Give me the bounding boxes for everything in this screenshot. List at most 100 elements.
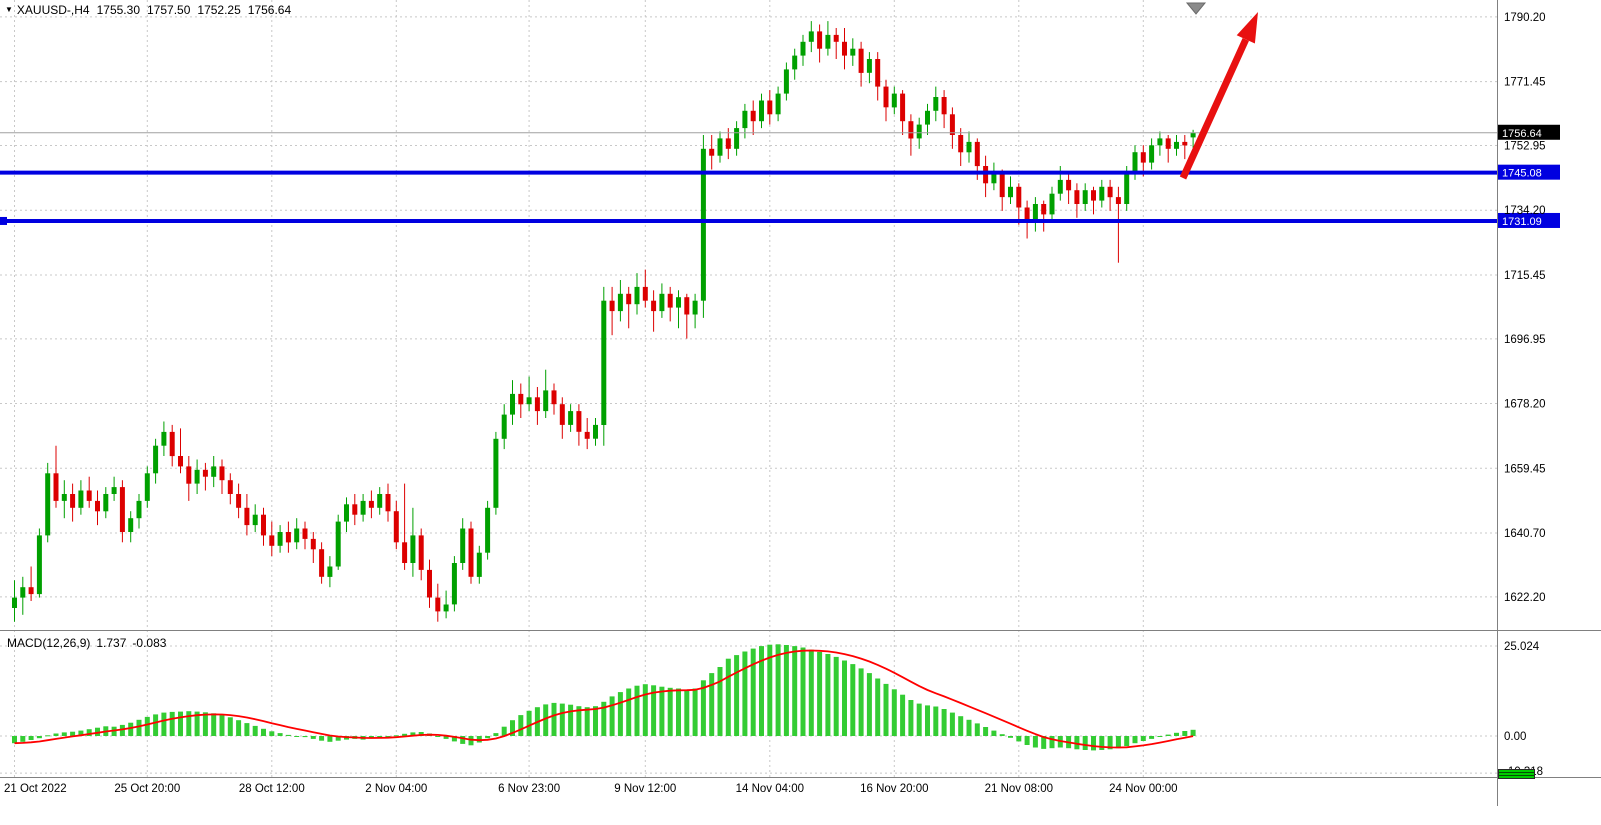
candle-body bbox=[958, 135, 964, 153]
macd-histogram-bar bbox=[1149, 736, 1155, 739]
macd-histogram-bar bbox=[153, 714, 159, 736]
macd-histogram-bar bbox=[1074, 736, 1080, 750]
candle-body bbox=[775, 93, 781, 115]
candle-body bbox=[360, 500, 366, 515]
macd-signal-line bbox=[14, 649, 1194, 749]
candle-body bbox=[310, 538, 316, 550]
macd-histogram-bar bbox=[1107, 736, 1113, 750]
symbol-header: ▼ XAUUSD-,H4 1755.30 1757.50 1752.25 1756.64 bbox=[5, 3, 291, 17]
candle-body bbox=[368, 500, 374, 508]
macd-histogram-bar bbox=[1190, 729, 1196, 736]
candle-body bbox=[435, 597, 441, 612]
indicator-resize-handle[interactable] bbox=[1498, 769, 1535, 779]
macd-histogram-bar bbox=[476, 736, 482, 743]
macd-histogram-bar bbox=[593, 706, 598, 736]
macd-histogram-bar bbox=[576, 706, 582, 736]
macd-histogram-bar bbox=[1008, 736, 1013, 738]
macd-histogram-bar bbox=[692, 688, 698, 736]
macd-histogram-bar bbox=[460, 736, 466, 744]
candle-body bbox=[875, 59, 881, 87]
macd-histogram-bar bbox=[285, 734, 291, 736]
macd-histogram-bar bbox=[144, 716, 150, 736]
macd-histogram-bar bbox=[186, 711, 192, 736]
candle-body bbox=[534, 397, 540, 412]
candle-body bbox=[676, 297, 681, 308]
macd-histogram-bar bbox=[319, 736, 325, 741]
macd-histogram-bar bbox=[128, 722, 134, 736]
level-drag-handle[interactable] bbox=[0, 216, 7, 225]
anchor-marker-icon[interactable] bbox=[1185, 2, 1207, 15]
macd-histogram-bar bbox=[252, 725, 258, 736]
macd-histogram-bar bbox=[227, 717, 233, 736]
candle-body bbox=[576, 411, 582, 432]
candle-body bbox=[211, 466, 217, 477]
candle-body bbox=[1066, 179, 1072, 191]
candle-body bbox=[850, 48, 856, 56]
macd-histogram-bar bbox=[194, 711, 200, 737]
macd-histogram-bar bbox=[974, 723, 980, 736]
macd-histogram-bar bbox=[750, 648, 756, 736]
collapse-icon[interactable]: ▼ bbox=[5, 5, 13, 14]
candle-body bbox=[427, 569, 432, 598]
macd-histogram-bar bbox=[1124, 736, 1130, 747]
macd-histogram-bar bbox=[1182, 731, 1188, 736]
macd-histogram-bar bbox=[1049, 736, 1055, 749]
macd-histogram-bar bbox=[219, 715, 225, 736]
candle-body bbox=[900, 93, 906, 122]
macd-histogram-bar bbox=[277, 733, 283, 736]
candle-body bbox=[485, 507, 491, 553]
macd-histogram-bar bbox=[941, 709, 947, 736]
candle-body bbox=[178, 456, 183, 467]
ohlc-close: 1756.64 bbox=[247, 3, 292, 17]
candle-body bbox=[759, 100, 764, 122]
candle-body bbox=[817, 31, 823, 49]
price-axis-label: 1696.95 bbox=[1504, 334, 1546, 346]
candle-body bbox=[244, 507, 250, 526]
macd-histogram-bar bbox=[78, 730, 84, 736]
candle-body bbox=[1082, 190, 1088, 204]
candle-body bbox=[991, 172, 997, 184]
current-price-tag bbox=[1498, 124, 1560, 140]
candle-body bbox=[202, 469, 208, 477]
macd-histogram-bar bbox=[1165, 734, 1171, 736]
price-axis-label: 1640.70 bbox=[1504, 528, 1546, 540]
macd-histogram-bar bbox=[302, 736, 308, 738]
candle-body bbox=[302, 528, 308, 539]
candle-body bbox=[1165, 138, 1171, 149]
candle-body bbox=[45, 473, 51, 536]
candle-body bbox=[327, 566, 333, 577]
macd-histogram-bar bbox=[12, 736, 17, 744]
candle-body bbox=[1091, 190, 1096, 201]
candle-body bbox=[543, 390, 549, 412]
candle-body bbox=[551, 390, 557, 405]
macd-histogram-bar bbox=[717, 667, 723, 736]
candle-body bbox=[593, 424, 598, 439]
macd-histogram-bar bbox=[759, 646, 764, 736]
macd-histogram-bar bbox=[709, 673, 715, 736]
macd-histogram-bar bbox=[136, 719, 142, 736]
trend-arrow-shaft[interactable] bbox=[1179, 37, 1249, 180]
candle-body bbox=[709, 148, 715, 156]
level-price-tag-label: 1745.08 bbox=[1502, 168, 1542, 180]
macd-histogram-bar bbox=[485, 736, 491, 739]
macd-histogram-bar bbox=[1041, 736, 1047, 749]
macd-histogram-bar bbox=[991, 730, 997, 736]
candle-body bbox=[352, 504, 358, 515]
macd-histogram-bar bbox=[966, 719, 972, 736]
candle-body bbox=[1107, 186, 1113, 198]
candle-body bbox=[800, 41, 806, 56]
candle-body bbox=[501, 414, 507, 439]
macd-histogram-bar bbox=[999, 734, 1005, 736]
candle-body bbox=[1032, 204, 1038, 222]
macd-histogram-bar bbox=[518, 715, 524, 736]
candle-body bbox=[916, 124, 922, 139]
trend-arrow-head[interactable] bbox=[1236, 12, 1258, 44]
candle-body bbox=[1074, 190, 1080, 204]
candle-body bbox=[974, 141, 980, 167]
candle-body bbox=[1140, 152, 1146, 163]
candle-body bbox=[144, 473, 150, 501]
candle-body bbox=[808, 31, 814, 42]
macd-histogram-bar bbox=[1032, 736, 1038, 748]
candle-body bbox=[460, 528, 466, 563]
